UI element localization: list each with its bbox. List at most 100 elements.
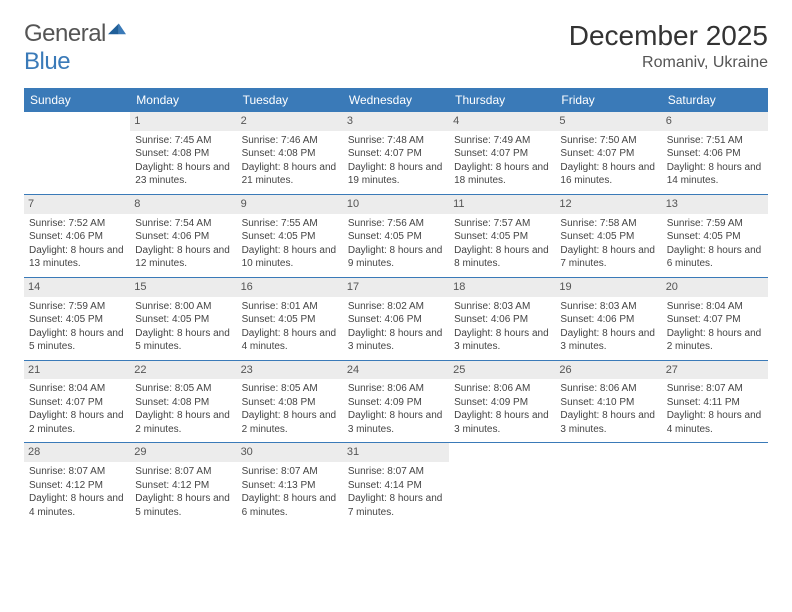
- day-number: 11: [449, 195, 555, 214]
- weeks-container: 1Sunrise: 7:45 AMSunset: 4:08 PMDaylight…: [24, 112, 768, 525]
- day-number: 18: [449, 278, 555, 297]
- title-block: December 2025 Romaniv, Ukraine: [569, 20, 768, 72]
- day-number: 25: [449, 361, 555, 380]
- day-cell: [449, 443, 555, 525]
- sunrise-text: Sunrise: 7:57 AM: [454, 217, 550, 231]
- day-number: 16: [237, 278, 343, 297]
- day-number: 15: [130, 278, 236, 297]
- sunset-text: Sunset: 4:08 PM: [242, 396, 338, 410]
- day-cell: 8Sunrise: 7:54 AMSunset: 4:06 PMDaylight…: [130, 195, 236, 277]
- daylight-text: Daylight: 8 hours and 5 minutes.: [135, 327, 231, 354]
- week-row: 1Sunrise: 7:45 AMSunset: 4:08 PMDaylight…: [24, 112, 768, 195]
- location-label: Romaniv, Ukraine: [569, 54, 768, 72]
- sunset-text: Sunset: 4:05 PM: [348, 230, 444, 244]
- day-cell: [24, 112, 130, 194]
- sunset-text: Sunset: 4:12 PM: [135, 479, 231, 493]
- day-cell: 4Sunrise: 7:49 AMSunset: 4:07 PMDaylight…: [449, 112, 555, 194]
- daylight-text: Daylight: 8 hours and 3 minutes.: [454, 409, 550, 436]
- day-number: 8: [130, 195, 236, 214]
- day-cell: 7Sunrise: 7:52 AMSunset: 4:06 PMDaylight…: [24, 195, 130, 277]
- month-title: December 2025: [569, 20, 768, 52]
- day-cell: 26Sunrise: 8:06 AMSunset: 4:10 PMDayligh…: [555, 361, 661, 443]
- daylight-text: Daylight: 8 hours and 12 minutes.: [135, 244, 231, 271]
- daylight-text: Daylight: 8 hours and 16 minutes.: [560, 161, 656, 188]
- day-cell: 20Sunrise: 8:04 AMSunset: 4:07 PMDayligh…: [662, 278, 768, 360]
- day-number: 26: [555, 361, 661, 380]
- sunset-text: Sunset: 4:09 PM: [348, 396, 444, 410]
- day-number: 22: [130, 361, 236, 380]
- day-number: 3: [343, 112, 449, 131]
- sunrise-text: Sunrise: 8:04 AM: [29, 382, 125, 396]
- weekday-header: Friday: [555, 88, 661, 112]
- week-row: 7Sunrise: 7:52 AMSunset: 4:06 PMDaylight…: [24, 195, 768, 278]
- sunrise-text: Sunrise: 7:48 AM: [348, 134, 444, 148]
- day-cell: 5Sunrise: 7:50 AMSunset: 4:07 PMDaylight…: [555, 112, 661, 194]
- sunrise-text: Sunrise: 8:03 AM: [560, 300, 656, 314]
- sunrise-text: Sunrise: 7:59 AM: [29, 300, 125, 314]
- daylight-text: Daylight: 8 hours and 2 minutes.: [29, 409, 125, 436]
- day-number: 6: [662, 112, 768, 131]
- sunset-text: Sunset: 4:08 PM: [242, 147, 338, 161]
- daylight-text: Daylight: 8 hours and 7 minutes.: [348, 492, 444, 519]
- day-cell: 15Sunrise: 8:00 AMSunset: 4:05 PMDayligh…: [130, 278, 236, 360]
- daylight-text: Daylight: 8 hours and 3 minutes.: [560, 327, 656, 354]
- daylight-text: Daylight: 8 hours and 3 minutes.: [454, 327, 550, 354]
- day-cell: 23Sunrise: 8:05 AMSunset: 4:08 PMDayligh…: [237, 361, 343, 443]
- weekday-header: Monday: [130, 88, 236, 112]
- daylight-text: Daylight: 8 hours and 4 minutes.: [667, 409, 763, 436]
- weekday-header: Thursday: [449, 88, 555, 112]
- day-number: 29: [130, 443, 236, 462]
- sunset-text: Sunset: 4:10 PM: [560, 396, 656, 410]
- day-cell: 21Sunrise: 8:04 AMSunset: 4:07 PMDayligh…: [24, 361, 130, 443]
- weekday-header: Saturday: [662, 88, 768, 112]
- day-number: 9: [237, 195, 343, 214]
- day-cell: 27Sunrise: 8:07 AMSunset: 4:11 PMDayligh…: [662, 361, 768, 443]
- sunset-text: Sunset: 4:07 PM: [454, 147, 550, 161]
- day-cell: 1Sunrise: 7:45 AMSunset: 4:08 PMDaylight…: [130, 112, 236, 194]
- daylight-text: Daylight: 8 hours and 8 minutes.: [454, 244, 550, 271]
- day-number: 7: [24, 195, 130, 214]
- sunset-text: Sunset: 4:06 PM: [560, 313, 656, 327]
- sunset-text: Sunset: 4:06 PM: [348, 313, 444, 327]
- day-cell: 17Sunrise: 8:02 AMSunset: 4:06 PMDayligh…: [343, 278, 449, 360]
- sunrise-text: Sunrise: 8:04 AM: [667, 300, 763, 314]
- sunset-text: Sunset: 4:05 PM: [29, 313, 125, 327]
- daylight-text: Daylight: 8 hours and 14 minutes.: [667, 161, 763, 188]
- sunrise-text: Sunrise: 8:03 AM: [454, 300, 550, 314]
- daylight-text: Daylight: 8 hours and 6 minutes.: [667, 244, 763, 271]
- logo-text: General Blue: [24, 20, 126, 76]
- sunset-text: Sunset: 4:07 PM: [29, 396, 125, 410]
- day-cell: 13Sunrise: 7:59 AMSunset: 4:05 PMDayligh…: [662, 195, 768, 277]
- day-cell: 28Sunrise: 8:07 AMSunset: 4:12 PMDayligh…: [24, 443, 130, 525]
- day-number: 20: [662, 278, 768, 297]
- calendar-page: General Blue December 2025 Romaniv, Ukra…: [0, 0, 792, 545]
- sunrise-text: Sunrise: 8:02 AM: [348, 300, 444, 314]
- sunset-text: Sunset: 4:07 PM: [667, 313, 763, 327]
- logo-text-gray: General: [24, 20, 106, 47]
- logo: General Blue: [24, 20, 126, 76]
- sunrise-text: Sunrise: 7:51 AM: [667, 134, 763, 148]
- sunrise-text: Sunrise: 7:49 AM: [454, 134, 550, 148]
- daylight-text: Daylight: 8 hours and 4 minutes.: [29, 492, 125, 519]
- day-number: 2: [237, 112, 343, 131]
- sunset-text: Sunset: 4:07 PM: [560, 147, 656, 161]
- day-cell: 9Sunrise: 7:55 AMSunset: 4:05 PMDaylight…: [237, 195, 343, 277]
- daylight-text: Daylight: 8 hours and 3 minutes.: [348, 327, 444, 354]
- day-number: 23: [237, 361, 343, 380]
- sunset-text: Sunset: 4:07 PM: [348, 147, 444, 161]
- logo-text-blue: Blue: [24, 48, 70, 75]
- day-number: 4: [449, 112, 555, 131]
- daylight-text: Daylight: 8 hours and 5 minutes.: [29, 327, 125, 354]
- sunrise-text: Sunrise: 7:54 AM: [135, 217, 231, 231]
- sunset-text: Sunset: 4:11 PM: [667, 396, 763, 410]
- day-cell: [662, 443, 768, 525]
- sunrise-text: Sunrise: 8:05 AM: [135, 382, 231, 396]
- sunset-text: Sunset: 4:05 PM: [667, 230, 763, 244]
- sunset-text: Sunset: 4:08 PM: [135, 147, 231, 161]
- day-number: 30: [237, 443, 343, 462]
- sunrise-text: Sunrise: 7:56 AM: [348, 217, 444, 231]
- sunrise-text: Sunrise: 7:50 AM: [560, 134, 656, 148]
- day-cell: 3Sunrise: 7:48 AMSunset: 4:07 PMDaylight…: [343, 112, 449, 194]
- sunset-text: Sunset: 4:06 PM: [454, 313, 550, 327]
- sunset-text: Sunset: 4:05 PM: [560, 230, 656, 244]
